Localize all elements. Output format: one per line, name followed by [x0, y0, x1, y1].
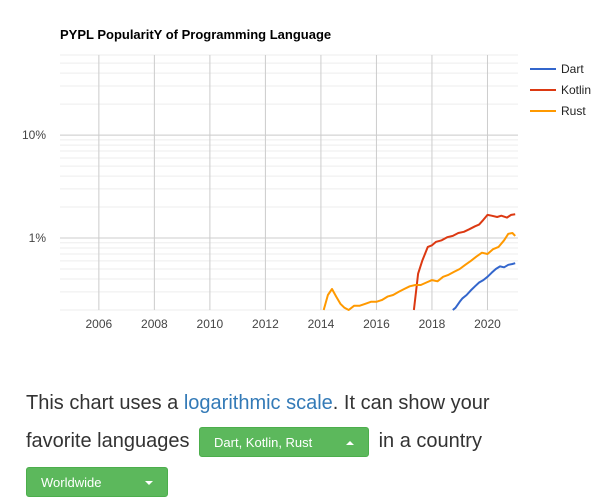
series-line-dart: [452, 262, 516, 311]
series-line-kotlin: [412, 213, 516, 311]
x-axis-ticks: 2006 2008 2010 2012 2014 2016 2018 2020: [86, 317, 502, 331]
x-tick-label: 2006: [86, 317, 113, 331]
x-tick-label: 2016: [363, 317, 390, 331]
chart-caption: This chart uses a logarithmic scale. It …: [26, 384, 606, 500]
y-tick-label: 1%: [29, 231, 47, 245]
major-gridlines: [60, 55, 518, 310]
caret-up-icon: [346, 440, 355, 445]
legend-label-kotlin: Kotlin: [561, 83, 591, 97]
y-tick-label: 10%: [22, 128, 46, 142]
caption-text-start: This chart uses a: [26, 392, 184, 414]
x-tick-label: 2008: [141, 317, 168, 331]
series-line-rust: [322, 232, 516, 311]
x-tick-label: 2018: [419, 317, 446, 331]
language-select-value: Dart, Kotlin, Rust: [214, 434, 313, 450]
caption-favorite-text: favorite languages: [26, 430, 190, 452]
popularity-chart: PYPL PopularitY of Programming Language …: [22, 27, 591, 331]
caption-country-text: in a country: [378, 430, 482, 452]
caption-text-continue: . It can show your: [332, 392, 490, 414]
y-axis-ticks: 1% 10%: [22, 128, 46, 245]
legend-label-dart: Dart: [561, 62, 584, 76]
x-tick-label: 2020: [474, 317, 501, 331]
x-tick-label: 2014: [308, 317, 335, 331]
country-select-value: Worldwide: [41, 474, 102, 490]
caret-down-icon: [145, 480, 153, 485]
legend: Dart Kotlin Rust: [530, 62, 591, 118]
language-select-button[interactable]: Dart, Kotlin, Rust: [199, 426, 370, 457]
legend-label-rust: Rust: [561, 104, 586, 118]
minor-gridlines: [60, 54, 518, 311]
x-tick-label: 2010: [197, 317, 224, 331]
x-tick-label: 2012: [252, 317, 279, 331]
country-select-button[interactable]: Worldwide: [26, 466, 168, 497]
chart-title: PYPL PopularitY of Programming Language: [60, 27, 331, 42]
series-lines: [322, 213, 516, 311]
logarithmic-scale-link[interactable]: logarithmic scale: [183, 392, 333, 414]
